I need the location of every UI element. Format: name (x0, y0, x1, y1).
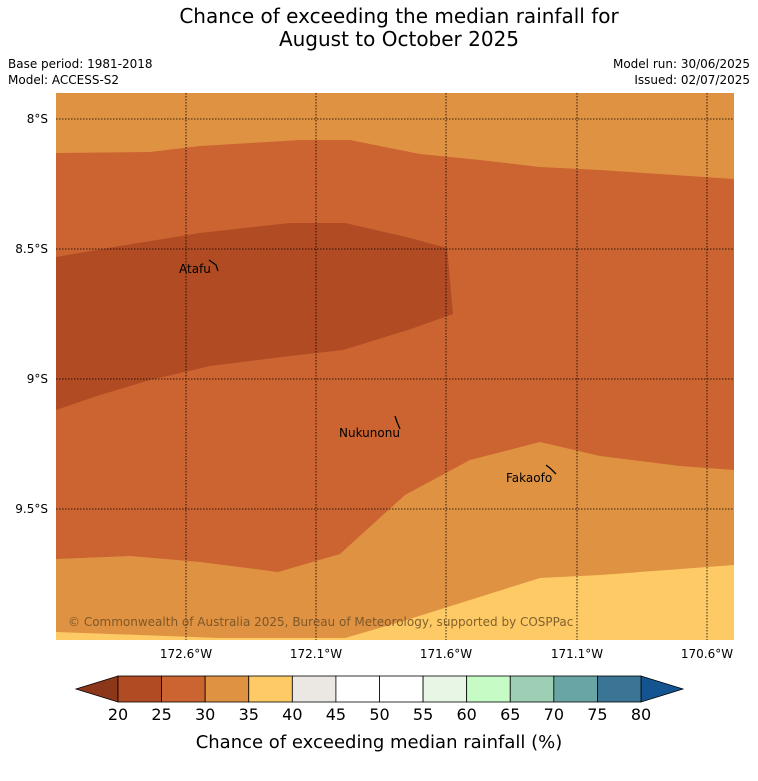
colorbar-tick-label: 70 (544, 705, 564, 724)
colorbar-tick-label: 20 (108, 705, 128, 724)
colorbar-tick-label: 60 (456, 705, 476, 724)
colorbar-title: Chance of exceeding median rainfall (%) (196, 732, 563, 753)
colorbar-swatch (553, 675, 598, 703)
colorbar-swatch (117, 675, 162, 703)
colorbar-tick-label: 25 (151, 705, 171, 724)
colorbar-swatch (291, 675, 337, 703)
model-label: Model: ACCESS-S2 (8, 73, 120, 87)
colorbar-tick-label: 80 (631, 705, 651, 724)
model-run-label: Model run: 30/06/2025 (612, 57, 750, 71)
lon-label: 171.1°W (551, 647, 603, 661)
atafu-outline (208, 259, 219, 272)
map-field (56, 93, 734, 640)
colorbar-swatch (204, 675, 250, 703)
colorbar-tick-label: 50 (369, 705, 389, 724)
copyright-notice: © Commonwealth of Australia 2025, Bureau… (68, 615, 573, 629)
region-20-25 (56, 223, 453, 410)
colorbar-extension-high (640, 675, 685, 703)
lon-label: 172.6°W (160, 647, 212, 661)
base-period-label: Base period: 1981-2018 (8, 57, 153, 71)
fakaofo-outline (545, 464, 557, 475)
colorbar-tick-label: 75 (587, 705, 607, 724)
lon-label: 171.6°W (420, 647, 472, 661)
chart-title-line1: Chance of exceeding the median rainfall … (179, 4, 619, 28)
colorbar-tick-label: 30 (195, 705, 215, 724)
lon-label: 172.1°W (290, 647, 342, 661)
graticule (56, 93, 734, 640)
place-label-atafu: Atafu (179, 262, 211, 276)
issued-label: Issued: 02/07/2025 (634, 73, 750, 87)
region-35-40 (56, 565, 734, 640)
colorbar-swatch (509, 675, 555, 703)
place-label-nukunonu: Nukunonu (339, 426, 400, 440)
colorbar-tick-label: 40 (282, 705, 302, 724)
colorbar-tick-label: 45 (326, 705, 346, 724)
colorbar-swatch (248, 675, 293, 703)
colorbar-extension-low (74, 675, 119, 703)
chart-title-line2: August to October 2025 (278, 27, 520, 51)
colorbar-tick-label: 65 (500, 705, 520, 724)
nukunonu-outline (394, 415, 401, 430)
colorbar-swatch (422, 675, 468, 703)
colorbar-tick-label: 55 (413, 705, 433, 724)
colorbar-swatch (466, 675, 511, 703)
colorbar-swatch (379, 675, 424, 703)
lat-label: 8.5°S (15, 242, 48, 256)
colorbar-swatch (597, 675, 642, 703)
lon-label: 170.6°W (681, 647, 733, 661)
lat-label: 9°S (27, 372, 48, 386)
colorbar-swatch (161, 675, 206, 703)
place-label-fakaofo: Fakaofo (506, 471, 552, 485)
lat-label: 8°S (27, 112, 48, 126)
lat-label: 9.5°S (15, 502, 48, 516)
colorbar-tick-label: 35 (239, 705, 259, 724)
colorbar: 20 25 30 35 40 45 50 55 60 65 70 75 80 (74, 675, 685, 724)
colorbar-swatch (335, 675, 380, 703)
